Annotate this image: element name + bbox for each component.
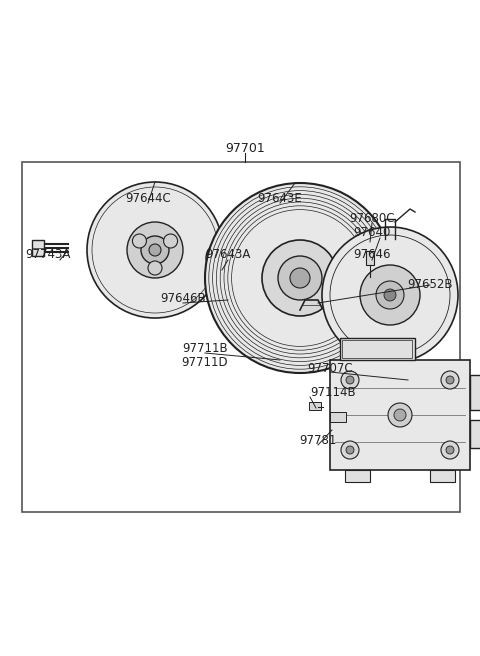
Bar bbox=[470, 375, 480, 410]
Bar bbox=[470, 420, 480, 448]
Circle shape bbox=[341, 371, 359, 389]
Circle shape bbox=[346, 376, 354, 384]
Circle shape bbox=[164, 234, 178, 248]
Text: 97646: 97646 bbox=[353, 249, 391, 262]
Circle shape bbox=[394, 409, 406, 421]
Text: 97643A: 97643A bbox=[205, 249, 251, 262]
Bar bbox=[32, 240, 44, 256]
Circle shape bbox=[341, 441, 359, 459]
Text: 97114B: 97114B bbox=[310, 386, 356, 400]
Text: 97652B: 97652B bbox=[407, 279, 453, 291]
Circle shape bbox=[213, 249, 231, 267]
Bar bbox=[430, 470, 455, 482]
Circle shape bbox=[132, 234, 146, 248]
Circle shape bbox=[397, 369, 419, 391]
Circle shape bbox=[446, 376, 454, 384]
Circle shape bbox=[141, 236, 169, 264]
Bar bbox=[330, 360, 470, 470]
Circle shape bbox=[278, 256, 322, 300]
Text: 97701: 97701 bbox=[225, 142, 265, 155]
Circle shape bbox=[376, 281, 404, 309]
Text: 97707C: 97707C bbox=[307, 361, 353, 375]
Circle shape bbox=[262, 240, 338, 316]
Bar bbox=[309, 402, 321, 410]
Circle shape bbox=[148, 261, 162, 275]
Text: 97640: 97640 bbox=[353, 226, 391, 239]
Text: 97646B: 97646B bbox=[160, 291, 206, 304]
Circle shape bbox=[446, 446, 454, 454]
Circle shape bbox=[206, 242, 238, 274]
Bar bbox=[366, 251, 374, 265]
Text: 97711D: 97711D bbox=[182, 356, 228, 369]
Circle shape bbox=[403, 375, 413, 385]
Circle shape bbox=[290, 268, 310, 288]
Text: 97644C: 97644C bbox=[125, 192, 171, 205]
Bar bbox=[345, 470, 370, 482]
Bar bbox=[340, 338, 415, 360]
Text: 97711B: 97711B bbox=[182, 342, 228, 354]
Circle shape bbox=[236, 286, 260, 310]
Circle shape bbox=[388, 403, 412, 427]
Bar bbox=[342, 340, 412, 358]
Circle shape bbox=[384, 289, 396, 301]
Circle shape bbox=[205, 183, 395, 373]
Circle shape bbox=[441, 371, 459, 389]
Circle shape bbox=[346, 446, 354, 454]
Text: 97680C: 97680C bbox=[349, 211, 395, 224]
Bar bbox=[330, 412, 346, 422]
Circle shape bbox=[149, 244, 161, 256]
Text: 97743A: 97743A bbox=[25, 249, 71, 262]
Circle shape bbox=[218, 254, 226, 262]
Circle shape bbox=[322, 227, 458, 363]
Circle shape bbox=[127, 222, 183, 278]
Bar bbox=[22, 162, 460, 512]
Text: 97643E: 97643E bbox=[258, 192, 302, 205]
Circle shape bbox=[87, 182, 223, 318]
Circle shape bbox=[360, 265, 420, 325]
Circle shape bbox=[441, 441, 459, 459]
Text: 97781: 97781 bbox=[300, 434, 336, 447]
